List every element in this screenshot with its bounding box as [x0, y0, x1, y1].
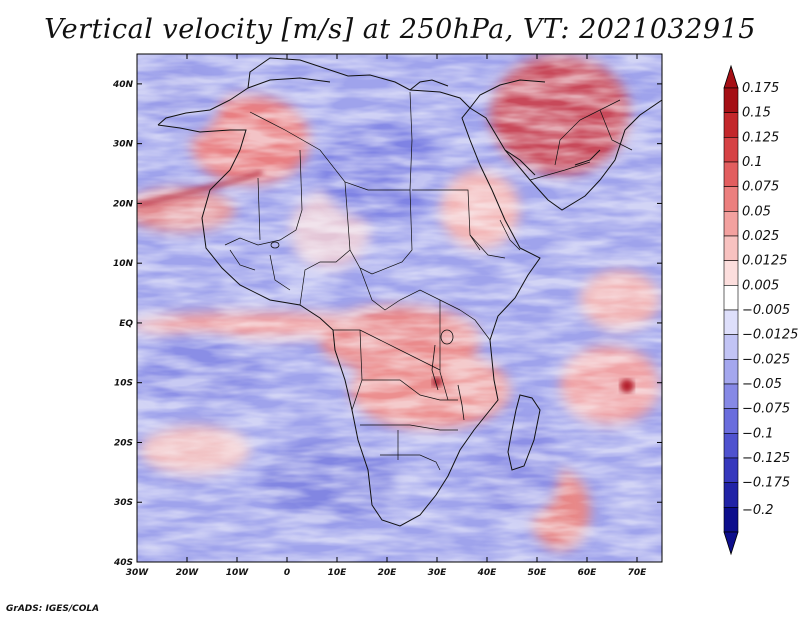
lon-tick-label: 10W	[226, 568, 250, 578]
colorbar-label: 0.175	[742, 81, 779, 96]
colorbar-swatch	[723, 359, 739, 385]
axis-ticks	[136, 54, 662, 563]
colorbar-label: 0.15	[742, 106, 771, 121]
lon-tick-label: 30E	[428, 568, 448, 578]
lon-tick-label: 70E	[628, 568, 648, 578]
colorbar-swatch	[723, 309, 739, 335]
colorbar-label: 0.0125	[742, 254, 788, 269]
lat-tick-label: 40N	[112, 80, 134, 90]
streak-texture	[137, 54, 662, 562]
colorbar: 0.175 0.15 0.125 0.1 0.075 0.05 0.025 0.0125 0.0…	[723, 64, 798, 556]
lat-tick-label: 40S	[113, 558, 133, 568]
colorbar-swatch	[723, 334, 739, 360]
lon-tick-label: 30W	[126, 568, 150, 578]
colorbar-label: 0.025	[742, 229, 779, 244]
country-borders	[224, 91, 633, 471]
lon-tick-label: 10E	[328, 568, 348, 578]
colorbar-swatch	[723, 87, 739, 113]
colorbar-label: −0.1	[742, 426, 774, 441]
colorbar-label: 0.1	[742, 155, 763, 170]
longitude-labels: 30W 20W 10W 0 10E 20E 30E 40E 50E 60E 70E	[126, 568, 647, 578]
colorbar-swatch	[723, 161, 739, 187]
lat-tick-label: EQ	[119, 319, 133, 329]
lon-tick-label: 50E	[528, 568, 548, 578]
lat-tick-label: 10S	[114, 379, 133, 389]
colorbar-label: −0.075	[742, 402, 790, 417]
colorbar-label: −0.005	[742, 303, 790, 318]
colorbar-swatch	[723, 235, 739, 261]
colorbar-swatch	[723, 507, 739, 533]
colorbar-bottom-arrow	[723, 531, 739, 556]
colorbar-label: 0.125	[742, 130, 779, 145]
colorbar-swatch	[723, 482, 739, 508]
colorbar-swatch	[723, 211, 739, 237]
lon-tick-label: 20W	[176, 568, 200, 578]
colorbar-swatch	[723, 112, 739, 138]
colorbar-label: −0.025	[742, 352, 790, 367]
colorbar-swatch	[723, 408, 739, 434]
colorbar-swatch	[723, 137, 739, 163]
colorbar-top-arrow	[723, 64, 739, 89]
lat-tick-label: 30S	[114, 498, 133, 508]
colorbar-label: −0.125	[742, 451, 790, 466]
colorbar-label: 0.05	[742, 204, 771, 219]
grads-credit: GrADS: IGES/COLA	[6, 604, 100, 614]
colorbar-swatch	[723, 457, 739, 483]
lon-tick-label: 0	[284, 568, 290, 578]
colorbar-label: −0.2	[742, 503, 774, 518]
lon-tick-label: 60E	[578, 568, 598, 578]
colorbar-label: 0.075	[742, 180, 779, 195]
chart-title: Vertical velocity [m/s] at 250hPa, VT: 2…	[44, 14, 756, 45]
colorbar-swatch	[723, 285, 739, 311]
lon-tick-label: 20E	[378, 568, 398, 578]
colorbar-label: −0.0125	[742, 328, 798, 343]
coastlines	[157, 57, 662, 527]
colorbar-swatch	[723, 383, 739, 409]
colorbar-swatch	[723, 260, 739, 286]
colorbar-swatch	[723, 186, 739, 212]
lon-tick-label: 40E	[477, 568, 498, 578]
colorbar-label: −0.05	[742, 377, 782, 392]
map-panel: 40N 30N 20N 10N EQ 10S 20S 30S 40S 30W 20W 10W 0 10E…	[112, 53, 663, 578]
colorbar-label: 0.005	[742, 278, 779, 293]
lat-tick-label: 10N	[113, 259, 134, 269]
plot-frame	[136, 53, 663, 563]
latitude-labels: 40N 30N 20N 10N EQ 10S 20S 30S 40S	[112, 80, 134, 568]
lakes	[270, 241, 465, 421]
colorbar-label: −0.175	[742, 476, 790, 491]
colorbar-swatch	[723, 433, 739, 459]
lat-tick-label: 30N	[113, 140, 134, 150]
lat-tick-label: 20N	[113, 199, 134, 209]
lat-tick-label: 20S	[114, 438, 133, 448]
